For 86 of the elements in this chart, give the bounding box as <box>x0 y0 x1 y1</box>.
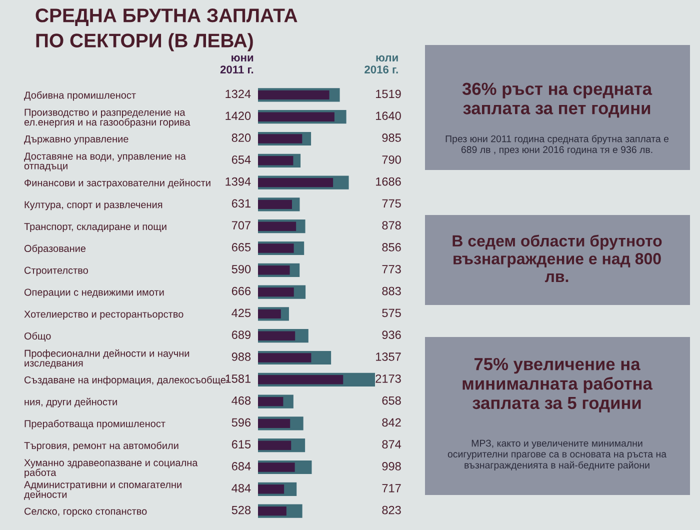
y-tick-label: Общо <box>24 332 51 342</box>
bar <box>258 178 334 188</box>
y-tick-label: Операции с недвижими имоти <box>24 288 164 298</box>
y-tick-label: Доставяне на води, управление на отпадъци <box>24 152 186 172</box>
data-label: 820 <box>232 134 251 142</box>
y-tick-label: Култура, спорт и развлечения <box>24 201 162 210</box>
data-label: 666 <box>232 286 251 296</box>
bar <box>258 462 295 472</box>
data-label: 590 <box>232 264 251 274</box>
data-label: 856 <box>382 243 401 252</box>
chart-title: СРЕДНА БРУТНА ЗАПЛАТА ПО СЕКТОРИ (В ЛЕВА) <box>36 8 298 52</box>
data-label: 823 <box>382 506 401 514</box>
bar <box>258 331 296 340</box>
bar <box>258 353 312 362</box>
bar <box>258 200 292 210</box>
text: юли 2016 г. <box>364 55 398 74</box>
bar <box>258 112 334 122</box>
y-tick-label: Професионални дейности и научни изследвания <box>24 349 190 368</box>
data-label: 988 <box>232 352 251 361</box>
data-label: 773 <box>382 264 401 274</box>
y-tick-label: Търговия, ремонт на автомобили <box>24 442 178 452</box>
data-label: 575 <box>382 308 401 318</box>
y-tick-label: Строителство <box>24 266 88 276</box>
text: 36% ръст на средната заплата за пет години <box>462 82 652 118</box>
y-tick-label: Хуманно здравеопазване и социална работа <box>24 459 198 478</box>
data-label: 1519 <box>376 90 401 98</box>
data-label: 654 <box>232 155 251 164</box>
data-label: 998 <box>382 462 401 470</box>
bar <box>258 375 344 384</box>
data-label: 842 <box>382 418 401 427</box>
data-label: 1640 <box>376 112 401 120</box>
data-label: 707 <box>232 221 250 230</box>
y-tick-label: Производство и разпределение на ел.енергия и на газообразни горива <box>24 108 190 128</box>
data-label: 665 <box>232 243 251 252</box>
data-label: 631 <box>232 199 250 208</box>
data-label: 658 <box>382 396 401 405</box>
data-label: 1394 <box>226 177 251 186</box>
data-label: 484 <box>232 484 251 492</box>
y-tick-label: Преработваща промишленост <box>24 420 166 430</box>
data-label: 468 <box>232 396 251 405</box>
text: В седем области брутното възнаграждение е над 800 лв. <box>452 234 662 282</box>
y-tick-label: Административни и спомагателни дейности <box>24 481 182 500</box>
bar <box>258 156 294 166</box>
text: МРЗ, както и увеличените минимални осигурителни прагове са в основата на ръста на възнагражденията в най-бедните райони <box>448 440 667 470</box>
bar <box>258 440 292 450</box>
data-label: 425 <box>232 308 251 318</box>
bar <box>258 244 294 253</box>
data-label: 1686 <box>376 177 401 186</box>
data-label: 615 <box>232 440 251 449</box>
data-label: 1420 <box>226 112 251 120</box>
y-tick-label: Добивна промишленост <box>24 91 136 101</box>
data-label: 874 <box>382 440 402 449</box>
data-label: 878 <box>382 221 401 230</box>
y-tick-label: Транспорт, складиране и пощи <box>24 223 166 232</box>
data-label: 684 <box>232 462 251 470</box>
data-label: 985 <box>382 134 401 142</box>
bar <box>258 287 294 297</box>
data-label: 936 <box>382 330 401 340</box>
y-tick-label: Хотелиерство и ресторантьорство <box>24 310 184 320</box>
data-label: 790 <box>382 155 401 164</box>
data-label: 528 <box>232 506 251 514</box>
bar <box>258 134 302 144</box>
bar <box>258 506 286 516</box>
data-label: 717 <box>382 484 401 492</box>
y-tick-label: ния, други дейности <box>24 398 117 408</box>
y-tick-label: Селско, горско стопанство <box>24 508 147 517</box>
bar <box>258 484 284 494</box>
data-label: 1324 <box>226 90 251 98</box>
data-label: 883 <box>382 286 401 296</box>
y-tick-label: Образование <box>24 244 86 254</box>
series-label: юни 2011 г. <box>220 55 254 74</box>
data-label: 1357 <box>376 352 401 361</box>
bar <box>258 222 296 231</box>
y-tick-label: Държавно управление <box>24 135 128 144</box>
data-label: 2173 <box>376 374 401 383</box>
text: 75% увеличение на минималната работна заплата за 5 години <box>462 358 653 412</box>
text: През юни 2011 година средната брутна заплата е 689 лв , през юни 2016 година тя е 936 лв. <box>446 135 669 155</box>
bar <box>258 309 281 319</box>
data-label: 775 <box>382 199 401 208</box>
bar <box>258 266 290 275</box>
data-label: 596 <box>232 418 251 427</box>
bar <box>258 90 330 100</box>
bar <box>258 418 290 428</box>
data-label: 689 <box>232 330 250 340</box>
y-tick-label: Финансови и застрахователни дейности <box>24 178 210 188</box>
bar <box>258 396 284 406</box>
